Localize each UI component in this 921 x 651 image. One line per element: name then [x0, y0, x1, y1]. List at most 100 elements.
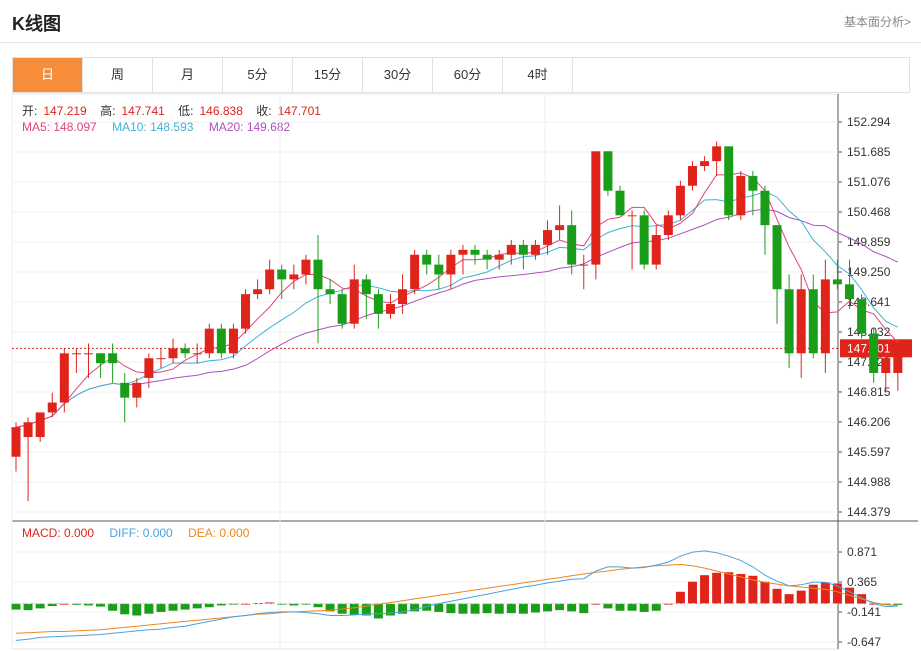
- candle-body: [603, 151, 613, 191]
- candle-body: [277, 269, 287, 280]
- macd-bar: [398, 603, 408, 614]
- period-tabs: 日 周 月 5分 15分 30分 60分 4时: [12, 57, 910, 93]
- candle-body: [893, 348, 903, 373]
- candle-body: [313, 259, 323, 290]
- candle-body: [494, 254, 504, 260]
- candle-body: [253, 289, 263, 295]
- macd-bar: [748, 575, 758, 604]
- y-tick-label: 149.859: [847, 235, 891, 249]
- candle-body: [35, 412, 45, 438]
- tab-week[interactable]: 周: [83, 58, 153, 92]
- tab-60min[interactable]: 60分: [433, 58, 503, 92]
- macd-bar: [832, 583, 842, 604]
- macd-bar: [736, 573, 746, 604]
- tab-5min[interactable]: 5分: [223, 58, 293, 92]
- candle-body: [265, 269, 275, 290]
- page-title: K线图: [12, 14, 61, 34]
- macd-bar: [893, 603, 903, 605]
- ma5-value: MA5: 148.097: [22, 120, 97, 134]
- candle-body: [639, 215, 649, 265]
- macd-bar: [410, 603, 420, 612]
- candle-body: [555, 225, 565, 231]
- candle-body: [422, 254, 432, 265]
- macd-bar: [168, 603, 178, 611]
- candle-body: [120, 382, 130, 398]
- tab-4hour[interactable]: 4时: [503, 58, 573, 92]
- candle-body: [567, 225, 577, 265]
- candle-body: [228, 328, 238, 354]
- tab-day[interactable]: 日: [13, 58, 83, 92]
- macd-bar: [772, 588, 782, 604]
- macd-bar: [470, 603, 480, 614]
- y-tick-label: 152.294: [847, 115, 891, 129]
- candle-body: [47, 402, 57, 413]
- candle-body: [579, 264, 589, 266]
- macd-bar: [216, 603, 226, 606]
- macd-bar: [869, 603, 879, 605]
- macd-bar: [796, 590, 806, 604]
- candle-body: [627, 215, 637, 217]
- candle-body: [881, 358, 891, 373]
- macd-bar: [555, 603, 565, 611]
- macd-bar: [627, 603, 637, 611]
- candle-body: [748, 175, 758, 191]
- candle-body: [410, 254, 420, 290]
- candle-body: [615, 190, 625, 216]
- candle-body: [845, 284, 855, 300]
- macd-bar: [192, 603, 202, 609]
- macd-bar: [639, 603, 649, 612]
- macd-bar: [156, 603, 166, 612]
- candle-body: [687, 166, 697, 186]
- low-value: 146.838: [199, 104, 243, 118]
- candle-body: [530, 244, 540, 255]
- macd-tick-label: -0.647: [847, 635, 881, 649]
- candle-body: [373, 294, 383, 314]
- candle-body: [301, 259, 311, 275]
- candle-body: [192, 353, 202, 355]
- macd-bar: [518, 603, 528, 614]
- candle-body: [482, 254, 492, 260]
- macd-bar: [603, 603, 613, 609]
- candle-body: [168, 348, 178, 359]
- fundamental-analysis-link[interactable]: 基本面分析>: [843, 15, 911, 29]
- candle-body: [760, 190, 770, 226]
- macd-bar: [494, 603, 504, 614]
- macd-tick-label: -0.141: [847, 605, 881, 619]
- candle-body: [506, 244, 516, 255]
- macd-tick-label: 0.365: [847, 575, 877, 589]
- candle-body: [23, 422, 33, 438]
- tab-15min[interactable]: 15分: [293, 58, 363, 92]
- candle-body: [132, 382, 142, 398]
- macd-bar: [543, 603, 553, 612]
- macd-bar: [687, 581, 697, 604]
- macd-bar: [820, 582, 830, 604]
- candle-body: [857, 299, 867, 334]
- macd-bar: [567, 603, 577, 612]
- macd-bar: [651, 603, 661, 611]
- y-tick-label: 144.379: [847, 505, 891, 519]
- candle-body: [325, 289, 335, 295]
- macd-info: MACD: 0.000 DIFF: 0.000 DEA: 0.000: [22, 526, 255, 540]
- last-price-label: 147.701: [847, 341, 891, 355]
- dea-value: DEA: 0.000: [188, 526, 250, 540]
- macd-bar: [144, 603, 154, 614]
- macd-bar: [458, 603, 468, 614]
- macd-bar: [700, 575, 710, 604]
- candle-body: [144, 358, 154, 378]
- macd-bar: [241, 603, 251, 605]
- macd-bar: [180, 603, 190, 610]
- macd-bar: [277, 603, 287, 605]
- tab-month[interactable]: 月: [153, 58, 223, 92]
- y-tick-label: 151.685: [847, 145, 891, 159]
- y-tick-label: 149.250: [847, 265, 891, 279]
- tab-30min[interactable]: 30分: [363, 58, 433, 92]
- macd-bar: [675, 591, 685, 604]
- macd-bar: [83, 603, 93, 606]
- candle-body: [663, 215, 673, 236]
- macd-bar: [47, 603, 57, 607]
- candle-body: [675, 185, 685, 216]
- macd-bar: [289, 603, 299, 606]
- macd-bar: [434, 603, 444, 612]
- macd-bar: [712, 572, 722, 604]
